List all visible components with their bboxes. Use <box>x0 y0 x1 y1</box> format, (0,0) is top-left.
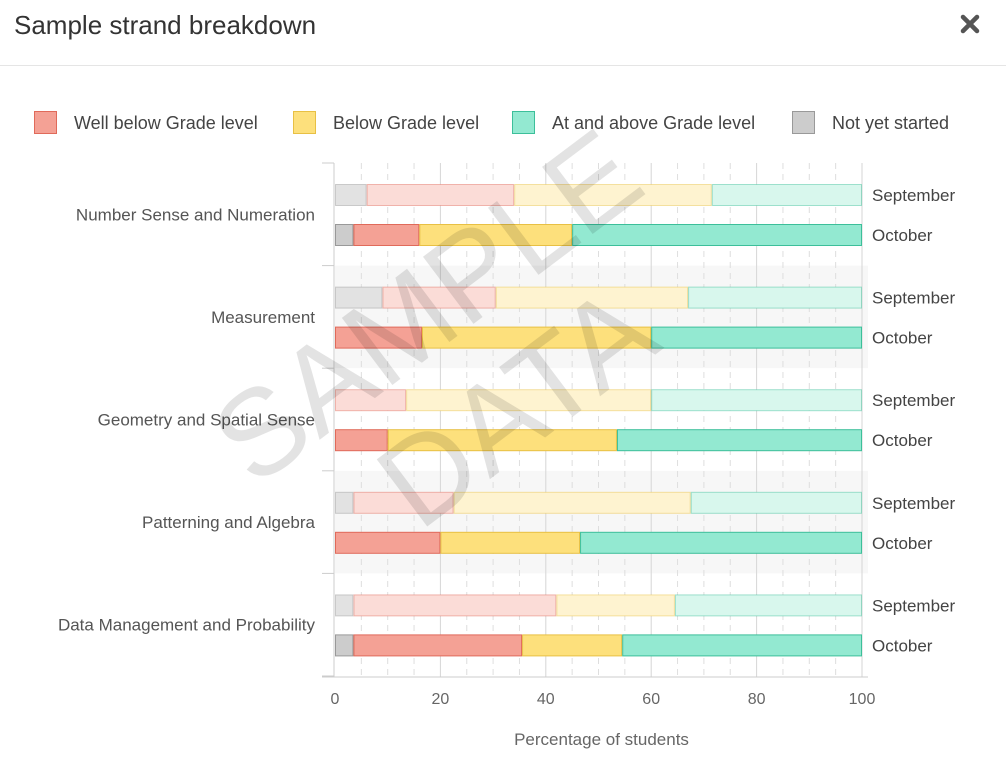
bar-segment-not-started <box>335 224 354 246</box>
legend-swatch-below <box>293 111 316 134</box>
bar-segment-well-below <box>335 531 441 554</box>
x-tick-label: 60 <box>642 691 660 708</box>
x-tick-label: 40 <box>537 691 555 708</box>
modal-title: Sample strand breakdown <box>14 10 317 40</box>
bar-segment-well-below <box>335 326 422 349</box>
bar-segment-well-below <box>353 491 454 514</box>
bar-segment-below <box>514 184 712 206</box>
bar-segment-well-below <box>335 429 388 452</box>
bar-segment-below <box>495 286 689 309</box>
bar-segment-below <box>406 389 652 412</box>
category-label: Geometry and Spatial Sense <box>98 411 315 430</box>
bar-segment-well-below <box>382 286 496 309</box>
bar-period-label: October <box>872 329 933 348</box>
close-icon <box>960 14 980 34</box>
category-band-bg <box>335 265 868 369</box>
category-band-bg <box>335 470 868 574</box>
category-label: Data Management and Probability <box>58 616 316 635</box>
bar-segment-well-below <box>353 594 557 617</box>
x-tick-label: 100 <box>849 691 876 708</box>
bar-period-label: September <box>872 596 955 615</box>
x-tick-label: 0 <box>331 691 340 708</box>
bar-segment-well-below <box>353 224 420 246</box>
close-button[interactable] <box>954 8 986 40</box>
bar-segment-above <box>688 286 863 309</box>
legend-label: Not yet started <box>832 113 949 133</box>
legend-label: Well below Grade level <box>74 113 258 133</box>
x-axis-title: Percentage of students <box>514 730 689 749</box>
bar-period-label: September <box>872 391 955 410</box>
strand-chart: Number Sense and Numeration September Octo… <box>34 103 955 749</box>
bar-period-label: October <box>872 534 933 553</box>
category-label: Patterning and Algebra <box>142 513 316 532</box>
bar-segment-above <box>690 491 862 514</box>
x-tick-label: 80 <box>748 691 766 708</box>
legend-label: Below Grade level <box>333 113 479 133</box>
bar-segment-not-started <box>335 634 354 657</box>
bar-segment-above <box>651 389 863 412</box>
bar-segment-above <box>651 326 863 349</box>
legend-swatch-well-below <box>34 111 57 134</box>
bar-segment-above <box>674 594 862 617</box>
bar-period-label: October <box>872 636 933 655</box>
category-label: Measurement <box>211 308 315 327</box>
bar-segment-above <box>616 429 862 452</box>
bar-period-label: September <box>872 494 955 513</box>
bar-segment-well-below <box>335 389 407 412</box>
bar-period-label: October <box>872 431 933 450</box>
category-label: Number Sense and Numeration <box>76 205 315 224</box>
bar-segment-below <box>419 224 573 246</box>
bar-segment-well-below <box>366 184 515 206</box>
bar-segment-above <box>622 634 863 657</box>
bar-segment-below <box>522 634 623 657</box>
bar-segment-above <box>711 184 862 206</box>
bar-segment-not-started <box>335 286 383 309</box>
bar-segment-below <box>421 326 652 349</box>
bar-period-label: September <box>872 289 955 308</box>
bar-segment-above <box>580 531 862 554</box>
bar-segment-not-started <box>335 491 354 514</box>
bar-period-label: October <box>872 226 933 245</box>
bar-segment-above <box>572 224 863 246</box>
bar-segment-below <box>387 429 617 452</box>
bar-period-label: September <box>872 186 955 205</box>
legend-label: At and above Grade level <box>552 113 755 133</box>
bar-segment-well-below <box>353 634 523 657</box>
legend-swatch-not-started <box>792 111 815 134</box>
bar-segment-not-started <box>335 184 367 206</box>
bar-segment-below <box>556 594 675 617</box>
legend-swatch-above <box>512 111 535 134</box>
modal-header: Sample strand breakdown <box>0 0 1006 66</box>
bar-segment-below <box>453 491 691 514</box>
bar-segment-below <box>440 531 581 554</box>
x-tick-label: 20 <box>432 691 450 708</box>
bar-segment-not-started <box>335 594 354 617</box>
